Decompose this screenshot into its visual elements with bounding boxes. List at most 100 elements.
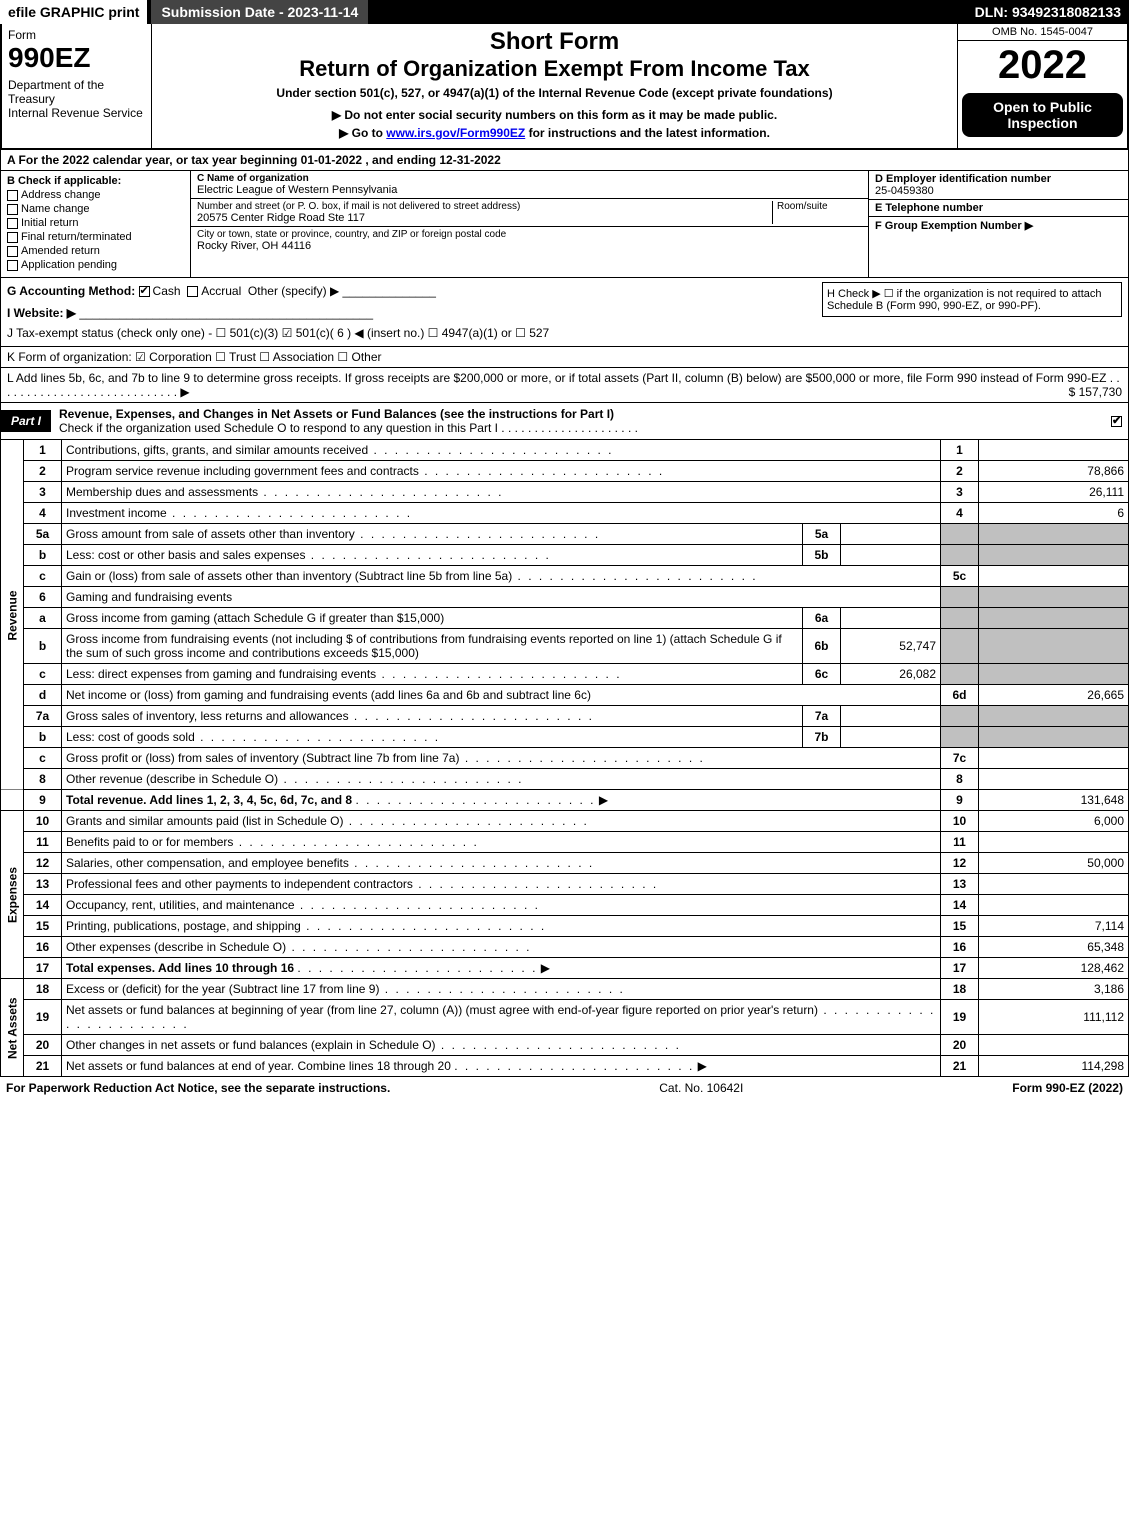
row-11: 11 Benefits paid to or for members 11 <box>1 832 1129 853</box>
cb-address[interactable]: Address change <box>7 189 184 201</box>
block-bcdef: B Check if applicable: Address change Na… <box>0 171 1129 278</box>
row-10: Expenses 10 Grants and similar amounts p… <box>1 811 1129 832</box>
row-1: Revenue 1 Contributions, gifts, grants, … <box>1 440 1129 461</box>
goto-pre: ▶ Go to <box>339 126 386 140</box>
footer-right: Form 990-EZ (2022) <box>1012 1081 1123 1095</box>
ein-label: D Employer identification number <box>875 173 1122 185</box>
group-exemption-row: F Group Exemption Number ▶ <box>869 217 1128 234</box>
line-l-text: L Add lines 5b, 6c, and 7b to line 9 to … <box>7 371 1120 399</box>
row-21: 21 Net assets or fund balances at end of… <box>1 1056 1129 1077</box>
section-def: D Employer identification number 25-0459… <box>868 171 1128 277</box>
dept-line1: Department of the Treasury <box>8 78 145 106</box>
street-row: Number and street (or P. O. box, if mail… <box>191 199 868 227</box>
row-6: 6 Gaming and fundraising events <box>1 587 1129 608</box>
row-2: 2 Program service revenue including gove… <box>1 461 1129 482</box>
row-12: 12 Salaries, other compensation, and emp… <box>1 853 1129 874</box>
line-j: J Tax-exempt status (check only one) - ☐… <box>7 326 1122 340</box>
form-header: Form 990EZ Department of the Treasury In… <box>0 24 1129 150</box>
cb-name[interactable]: Name change <box>7 203 184 215</box>
section-b-title: B Check if applicable: <box>7 175 184 187</box>
sidebar-revenue: Revenue <box>1 440 24 790</box>
section-h: H Check ▶ ☐ if the organization is not r… <box>822 282 1122 317</box>
cb-amended[interactable]: Amended return <box>7 245 184 257</box>
part-i-label: Part I <box>1 410 51 432</box>
row-18: Net Assets 18 Excess or (deficit) for th… <box>1 979 1129 1000</box>
return-title: Return of Organization Exempt From Incom… <box>158 56 951 82</box>
form-number: 990EZ <box>8 44 145 72</box>
part-i-check[interactable] <box>1108 414 1128 428</box>
cb-initial[interactable]: Initial return <box>7 217 184 229</box>
lines-table: Revenue 1 Contributions, gifts, grants, … <box>0 440 1129 1077</box>
dept-line2: Internal Revenue Service <box>8 106 145 120</box>
row-6d: d Net income or (loss) from gaming and f… <box>1 685 1129 706</box>
cb-accrual[interactable] <box>187 286 198 297</box>
short-form-title: Short Form <box>158 28 951 56</box>
ein-row: D Employer identification number 25-0459… <box>869 171 1128 200</box>
org-name: Electric League of Western Pennsylvania <box>197 184 862 196</box>
open-inspection: Open to Public Inspection <box>962 93 1123 137</box>
city-row: City or town, state or province, country… <box>191 227 868 254</box>
line-l: L Add lines 5b, 6c, and 7b to line 9 to … <box>0 368 1129 403</box>
street-value: 20575 Center Ridge Road Ste 117 <box>197 212 772 224</box>
form-label: Form <box>8 28 145 42</box>
omb-number: OMB No. 1545-0047 <box>958 24 1127 41</box>
row-13: 13 Professional fees and other payments … <box>1 874 1129 895</box>
city-label: City or town, state or province, country… <box>197 229 862 240</box>
row-7b: b Less: cost of goods sold 7b <box>1 727 1129 748</box>
goto-post: for instructions and the latest informat… <box>529 126 770 140</box>
row-15: 15 Printing, publications, postage, and … <box>1 916 1129 937</box>
row-19: 19 Net assets or fund balances at beginn… <box>1 1000 1129 1035</box>
org-name-label: C Name of organization <box>197 173 862 184</box>
irs-link[interactable]: www.irs.gov/Form990EZ <box>386 126 525 140</box>
top-bar: efile GRAPHIC print Submission Date - 20… <box>0 0 1129 24</box>
street-label: Number and street (or P. O. box, if mail… <box>197 201 772 212</box>
row-6b: b Gross income from fundraising events (… <box>1 629 1129 664</box>
group-exemption-label: F Group Exemption Number ▶ <box>875 219 1122 232</box>
row-17: 17 Total expenses. Add lines 10 through … <box>1 958 1129 979</box>
row-5b: b Less: cost or other basis and sales ex… <box>1 545 1129 566</box>
row-20: 20 Other changes in net assets or fund b… <box>1 1035 1129 1056</box>
line-l-amount: $ 157,730 <box>1069 385 1122 399</box>
room-label: Room/suite <box>772 201 862 224</box>
instruction-goto: ▶ Go to www.irs.gov/Form990EZ for instru… <box>158 126 951 140</box>
cb-final[interactable]: Final return/terminated <box>7 231 184 243</box>
phone-row: E Telephone number <box>869 200 1128 217</box>
dln-label: DLN: 93492318082133 <box>975 4 1129 20</box>
row-4: 4 Investment income 4 6 <box>1 503 1129 524</box>
row-9: 9 Total revenue. Add lines 1, 2, 3, 4, 5… <box>1 790 1129 811</box>
row-3: 3 Membership dues and assessments 3 26,1… <box>1 482 1129 503</box>
header-left: Form 990EZ Department of the Treasury In… <box>2 24 152 148</box>
header-right: OMB No. 1545-0047 2022 Open to Public In… <box>957 24 1127 148</box>
part-i-title: Revenue, Expenses, and Changes in Net As… <box>51 403 1108 439</box>
row-16: 16 Other expenses (describe in Schedule … <box>1 937 1129 958</box>
line-a: A For the 2022 calendar year, or tax yea… <box>0 150 1129 171</box>
cb-cash[interactable] <box>139 286 150 297</box>
section-c: C Name of organization Electric League o… <box>191 171 868 277</box>
efile-label: efile GRAPHIC print <box>0 0 147 24</box>
ein-value: 25-0459380 <box>875 185 1122 197</box>
part-i-header: Part I Revenue, Expenses, and Changes in… <box>0 403 1129 440</box>
instruction-ssn: ▶ Do not enter social security numbers o… <box>158 108 951 122</box>
footer-center: Cat. No. 10642I <box>659 1081 743 1095</box>
row-5c: c Gain or (loss) from sale of assets oth… <box>1 566 1129 587</box>
sidebar-expenses: Expenses <box>1 811 24 979</box>
row-7a: 7a Gross sales of inventory, less return… <box>1 706 1129 727</box>
phone-label: E Telephone number <box>875 202 1122 214</box>
row-5a: 5a Gross amount from sale of assets othe… <box>1 524 1129 545</box>
row-6a: a Gross income from gaming (attach Sched… <box>1 608 1129 629</box>
submission-date: Submission Date - 2023-11-14 <box>151 0 368 24</box>
line-k: K Form of organization: ☑ Corporation ☐ … <box>0 347 1129 368</box>
under-section: Under section 501(c), 527, or 4947(a)(1)… <box>158 86 951 100</box>
city-value: Rocky River, OH 44116 <box>197 240 862 252</box>
cb-pending[interactable]: Application pending <box>7 259 184 271</box>
org-name-row: C Name of organization Electric League o… <box>191 171 868 199</box>
sidebar-netassets: Net Assets <box>1 979 24 1077</box>
page-footer: For Paperwork Reduction Act Notice, see … <box>0 1077 1129 1099</box>
tax-year: 2022 <box>958 41 1127 89</box>
row-6c: c Less: direct expenses from gaming and … <box>1 664 1129 685</box>
section-b: B Check if applicable: Address change Na… <box>1 171 191 277</box>
row-7c: c Gross profit or (loss) from sales of i… <box>1 748 1129 769</box>
section-ghij: G Accounting Method: Cash Accrual Other … <box>0 278 1129 347</box>
row-8: 8 Other revenue (describe in Schedule O)… <box>1 769 1129 790</box>
header-center: Short Form Return of Organization Exempt… <box>152 24 957 148</box>
